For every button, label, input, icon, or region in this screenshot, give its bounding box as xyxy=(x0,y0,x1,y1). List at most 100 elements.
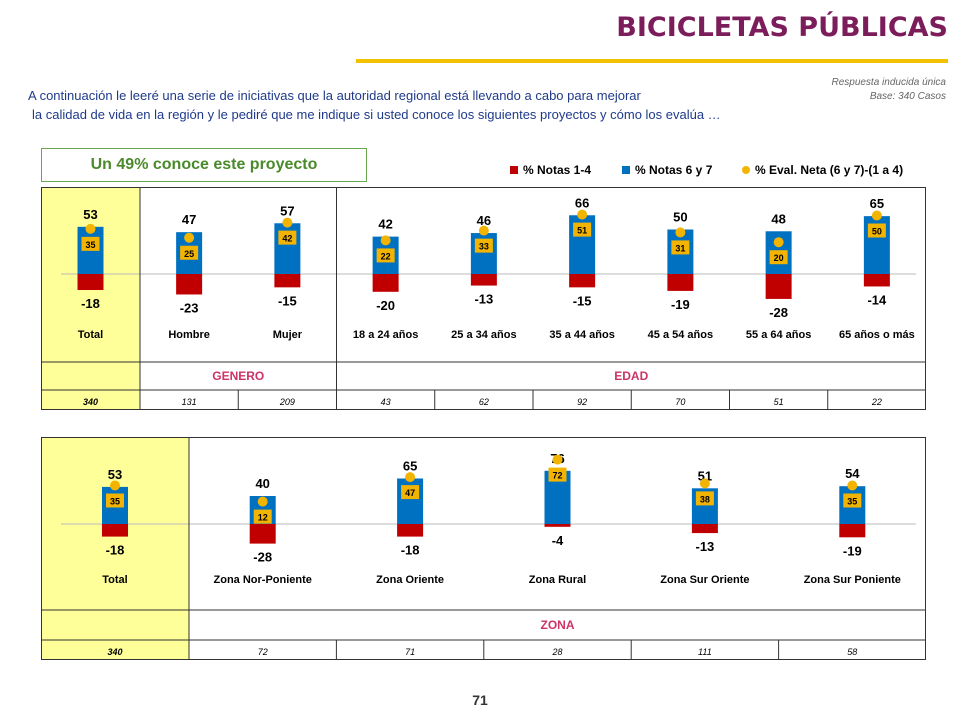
awareness-callout: Un 49% conoce este proyecto xyxy=(41,148,367,182)
question-text: A continuación le leeré una serie de ini… xyxy=(28,86,721,124)
net-label-box xyxy=(474,238,493,253)
bar-negative xyxy=(249,524,276,544)
base-count: 131 xyxy=(182,397,197,407)
data-label-net: 25 xyxy=(184,249,194,259)
category-label: Zona Sur Oriente xyxy=(660,574,749,586)
net-marker-dot xyxy=(184,232,195,243)
sample-note: Respuesta inducida única Base: 340 Casos xyxy=(831,76,946,104)
legend-swatch-neg xyxy=(510,166,518,174)
net-marker-dot xyxy=(699,478,710,489)
category-label: Zona Nor-Poniente xyxy=(214,574,312,586)
data-label-negative: -18 xyxy=(81,296,100,311)
bar-negative xyxy=(397,524,424,537)
data-label-negative: -14 xyxy=(867,292,887,307)
data-label-positive: 53 xyxy=(108,467,122,482)
net-marker-dot xyxy=(110,480,120,491)
data-label-net: 42 xyxy=(282,234,292,244)
data-label-negative: -28 xyxy=(253,550,272,565)
data-label-negative: -18 xyxy=(401,543,420,558)
net-marker-dot xyxy=(675,227,686,238)
bar-negative xyxy=(544,524,571,527)
bar-negative xyxy=(77,274,104,291)
data-label-positive: 65 xyxy=(403,459,417,474)
base-count: 340 xyxy=(83,397,98,407)
net-label-box xyxy=(401,485,420,500)
data-label-negative: -13 xyxy=(696,539,715,554)
data-label-positive: 42 xyxy=(378,217,392,232)
net-marker-dot xyxy=(871,210,882,221)
base-count: 72 xyxy=(258,647,268,657)
note-base: Base: 340 Casos xyxy=(869,91,946,102)
category-label: Total xyxy=(78,329,103,341)
base-count: 209 xyxy=(279,397,295,407)
net-marker-dot xyxy=(405,472,416,483)
data-label-net: 51 xyxy=(577,226,587,236)
question-line-1: A continuación le leeré una serie de ini… xyxy=(28,88,641,103)
data-label-negative: -19 xyxy=(671,297,690,312)
data-label-net: 38 xyxy=(700,494,710,504)
data-label-negative: -18 xyxy=(106,543,125,558)
data-label-positive: 50 xyxy=(673,210,687,225)
category-label: 55 a 64 años xyxy=(746,329,811,341)
group-label: ZONA xyxy=(541,618,575,632)
chart-panel-border xyxy=(41,187,926,410)
data-label-positive: 57 xyxy=(280,203,294,218)
page-title: BICICLETAS PÚBLICAS xyxy=(616,12,948,43)
category-label: 35 a 44 años xyxy=(549,329,614,341)
data-label-net: 50 xyxy=(872,227,882,237)
net-marker-dot xyxy=(257,496,268,507)
bar-negative xyxy=(863,274,890,287)
question-line-2: la calidad de vida en la región y le ped… xyxy=(32,107,721,122)
data-label-negative: -15 xyxy=(278,293,297,308)
data-label-net: 72 xyxy=(552,471,562,481)
data-label-positive: 53 xyxy=(83,207,97,222)
base-count: 71 xyxy=(405,647,415,657)
data-label-net: 35 xyxy=(85,240,95,250)
group-label: EDAD xyxy=(614,369,648,383)
legend-label-net: % Eval. Neta (6 y 7)-(1 a 4) xyxy=(755,163,904,177)
bar-negative xyxy=(176,274,203,295)
net-label-box xyxy=(867,223,886,238)
category-label: Zona Rural xyxy=(529,574,586,586)
data-label-negative: -19 xyxy=(843,543,862,558)
net-label-box xyxy=(671,240,690,255)
base-count: 70 xyxy=(675,397,685,407)
bar-negative xyxy=(470,274,497,286)
data-label-net: 35 xyxy=(847,497,857,507)
net-label-box xyxy=(278,230,297,245)
category-label: Hombre xyxy=(168,329,210,341)
data-label-net: 22 xyxy=(381,251,391,261)
category-label: Mujer xyxy=(273,329,303,341)
net-marker-dot xyxy=(85,223,96,234)
net-marker-dot xyxy=(478,225,489,236)
legend-label-neg: % Notas 1-4 xyxy=(523,163,592,177)
bar-negative xyxy=(839,524,866,538)
net-label-box xyxy=(253,509,272,524)
net-label-box xyxy=(573,222,592,237)
base-count: 43 xyxy=(381,397,391,407)
data-label-positive: 65 xyxy=(870,196,884,211)
total-column-highlight xyxy=(41,437,189,660)
note-response-type: Respuesta inducida única xyxy=(831,77,946,88)
base-count: 28 xyxy=(551,647,562,657)
data-label-negative: -4 xyxy=(552,533,564,548)
net-marker-dot xyxy=(577,209,588,220)
base-count: 111 xyxy=(698,647,712,657)
net-label-box xyxy=(695,491,714,506)
bar-negative xyxy=(372,274,399,292)
data-label-positive: 40 xyxy=(255,476,269,491)
data-label-net: 31 xyxy=(675,243,685,253)
net-label-box xyxy=(106,493,124,508)
base-count: 22 xyxy=(871,397,882,407)
net-label-box xyxy=(81,236,100,251)
group-label: GENERO xyxy=(212,369,264,383)
data-label-positive: 47 xyxy=(182,212,196,227)
data-label-negative: -23 xyxy=(180,300,199,315)
net-marker-dot xyxy=(282,217,293,228)
legend-item-pos: % Notas 6 y 7 xyxy=(622,163,712,177)
bar-negative xyxy=(691,524,718,534)
page-number: 71 xyxy=(472,692,488,708)
net-marker-dot xyxy=(380,235,391,246)
net-label-box xyxy=(548,467,567,482)
